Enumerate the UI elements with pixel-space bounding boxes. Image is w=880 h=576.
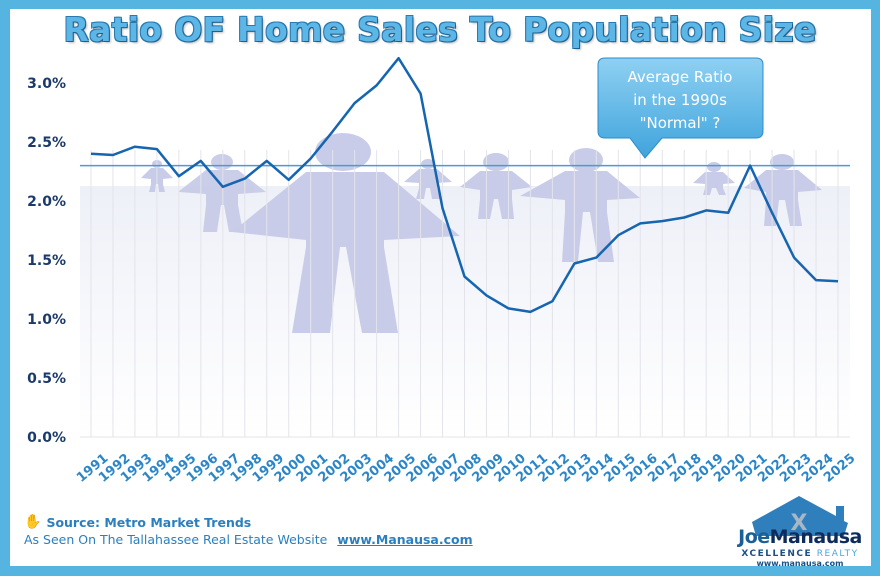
y-axis-ticks: 0.0% 0.5% 1.0% 1.5% 2.0% 2.5% 3.0%: [27, 76, 66, 446]
y-tick-label: 3.0%: [27, 76, 66, 92]
vertical-gridlines: [90, 150, 839, 437]
seen-on-text: As Seen On The Tallahassee Real Estate W…: [24, 532, 328, 547]
logo-url: www.manausa.com: [756, 559, 844, 568]
source-label: Source: Metro Market Trends: [46, 514, 252, 530]
chart-title: Ratio OF Home Sales To Population Size: [63, 10, 817, 49]
callout-line-2: in the 1990s: [633, 91, 727, 109]
person-figure-icon: [744, 154, 822, 226]
logo-tagline-a: XCELLENCE: [741, 549, 813, 559]
hand-icon: ✋: [24, 514, 42, 530]
logo-tagline: XCELLENCE REALTY: [730, 549, 870, 559]
house-icon: X: [752, 496, 848, 536]
callout-line-1: Average Ratio: [628, 68, 733, 86]
y-tick-label: 2.5%: [27, 135, 66, 151]
logo-first-name: Joe: [738, 526, 770, 548]
seen-on-note: As Seen On The Tallahassee Real Estate W…: [24, 532, 473, 547]
logo-tagline-b: REALTY: [816, 549, 859, 559]
y-tick-label: 2.0%: [27, 194, 66, 210]
svg-text:X: X: [791, 511, 808, 536]
person-figure-icon: [404, 159, 452, 199]
logo-last-name: Manausa: [769, 526, 863, 548]
callout-bubble: [597, 57, 764, 159]
average-ratio-callout: Average Ratio in the 1990s "Normal" ?: [597, 57, 764, 159]
person-figure-icon: [693, 162, 735, 195]
x-axis-ticks: 1991199219931994199519961997199819992000…: [74, 451, 858, 486]
series-line: [90, 56, 839, 314]
y-tick-label: 0.5%: [27, 371, 66, 387]
y-tick-label: 0.0%: [27, 430, 66, 446]
website-link[interactable]: www.Manausa.com: [337, 532, 473, 547]
source-note: ✋ Source: Metro Market Trends: [24, 514, 251, 530]
joe-manausa-logo: X JoeManausa XCELLENCE REALTY www.manaus…: [730, 492, 870, 568]
y-tick-label: 1.5%: [27, 253, 66, 269]
logo-brand: JoeManausa: [730, 526, 870, 548]
callout-line-3: "Normal" ?: [640, 114, 721, 132]
y-tick-label: 1.0%: [27, 312, 66, 328]
